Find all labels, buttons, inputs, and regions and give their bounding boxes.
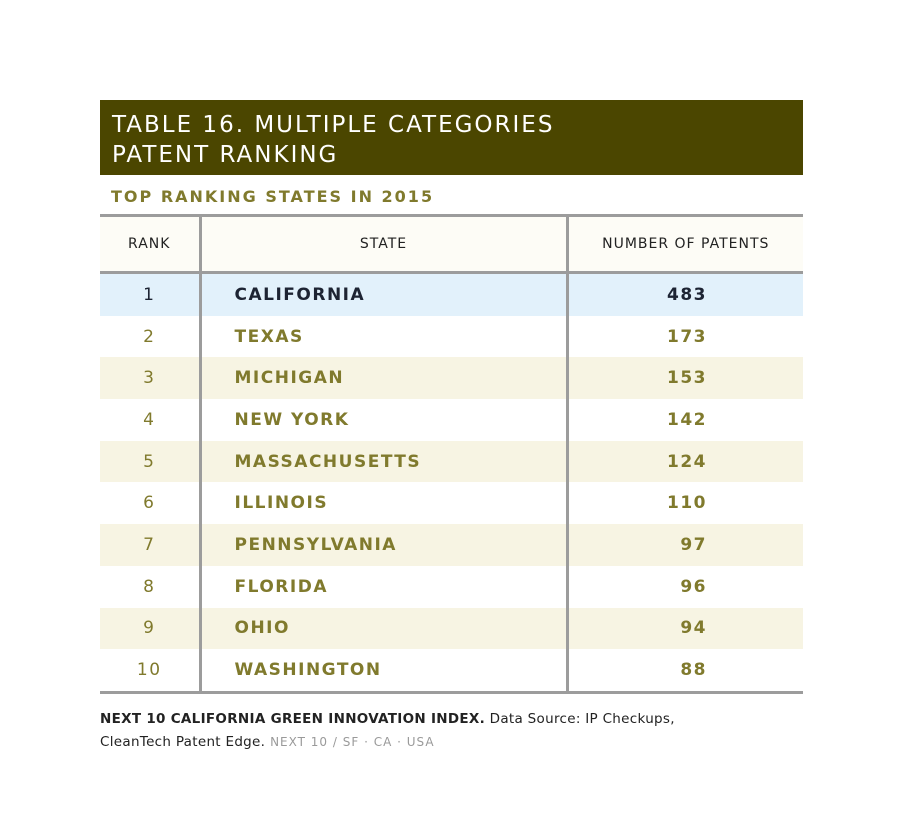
- patents-cell: 153: [567, 357, 803, 400]
- table-row: 6 ILLINOIS 110: [100, 482, 803, 525]
- header-row: RANK STATE NUMBER OF PATENTS: [100, 217, 803, 274]
- patents-cell: 96: [680, 576, 707, 597]
- state-cell: OHIO: [200, 607, 569, 650]
- patents-cell: 173: [667, 326, 707, 347]
- state-cell: WASHINGTON: [200, 649, 569, 694]
- state-cell: MASSACHUSETTS: [200, 440, 569, 483]
- table-subtitle: TOP RANKING STATES IN 2015: [100, 175, 803, 217]
- footer-source-text-2: CleanTech Patent Edge.: [100, 733, 266, 750]
- table-row: 5 MASSACHUSETTS 124: [100, 440, 803, 483]
- table-title: TABLE 16. MULTIPLE CATEGORIES PATENT RAN…: [100, 100, 803, 175]
- state-cell: TEXAS: [200, 315, 569, 358]
- rank-cell: 4: [100, 399, 202, 441]
- state-cell: NEW YORK: [200, 399, 569, 441]
- state-cell: CALIFORNIA: [200, 272, 569, 316]
- rank-cell: 3: [100, 357, 202, 400]
- header-state: STATE: [200, 217, 569, 274]
- table-row: 4 NEW YORK 142: [100, 399, 803, 441]
- table-row: 7 PENNSYLVANIA 97: [100, 524, 803, 566]
- table-row: 3 MICHIGAN 153: [100, 357, 803, 400]
- title-line-2: PATENT RANKING: [112, 142, 339, 168]
- header-rank: RANK: [100, 217, 202, 274]
- footer-note: NEXT 10 CALIFORNIA GREEN INNOVATION INDE…: [100, 708, 803, 754]
- rank-cell: 1: [100, 272, 202, 316]
- table-row: 10 WASHINGTON 88: [100, 649, 803, 694]
- state-cell: FLORIDA: [200, 565, 569, 608]
- rank-cell: 10: [100, 649, 202, 694]
- table-row: 9 OHIO 94: [100, 607, 803, 650]
- patents-cell: 110: [667, 493, 707, 514]
- table-row: 8 FLORIDA 96: [100, 565, 803, 608]
- title-line-1: TABLE 16. MULTIPLE CATEGORIES: [112, 112, 555, 138]
- patents-cell: 483: [567, 272, 803, 316]
- table-row: 1 CALIFORNIA 483: [100, 272, 803, 316]
- table-figure: TABLE 16. MULTIPLE CATEGORIES PATENT RAN…: [100, 100, 803, 754]
- patents-cell: 142: [667, 409, 707, 430]
- rank-cell: 2: [100, 315, 202, 358]
- rank-cell: 8: [100, 565, 202, 608]
- patents-cell: 88: [567, 649, 803, 694]
- table-row: 2 TEXAS 173: [100, 315, 803, 358]
- rank-cell: 9: [100, 607, 202, 650]
- footer-brand: NEXT 10 / SF · CA · USA: [265, 734, 435, 749]
- table-body: 1 CALIFORNIA 483 2 TEXAS 173 3 MICHIGAN 153 4 NEW …: [100, 272, 803, 694]
- footer-source-text: Data Source: IP Checkups,: [485, 710, 675, 727]
- state-cell: ILLINOIS: [200, 482, 569, 525]
- header-patents: NUMBER OF PATENTS: [567, 217, 803, 274]
- state-cell: PENNSYLVANIA: [200, 524, 569, 566]
- patents-cell: 94: [567, 607, 803, 650]
- rank-cell: 6: [100, 482, 202, 525]
- rank-cell: 7: [100, 524, 202, 566]
- state-cell: MICHIGAN: [200, 357, 569, 400]
- patents-cell: 97: [567, 524, 803, 566]
- rank-cell: 5: [100, 440, 202, 483]
- ranking-table: RANK STATE NUMBER OF PATENTS 1 CALIFORNIA…: [100, 217, 803, 694]
- footer-source-bold: NEXT 10 CALIFORNIA GREEN INNOVATION INDE…: [100, 710, 486, 727]
- patents-cell: 124: [567, 440, 803, 483]
